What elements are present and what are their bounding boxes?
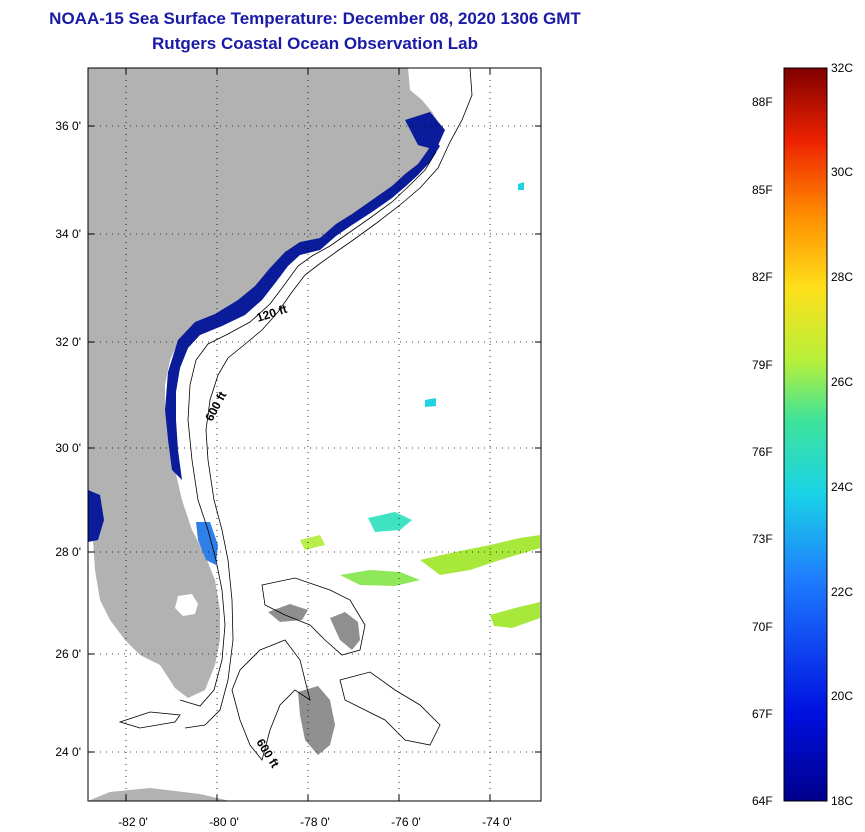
cb-f-82: 82F bbox=[752, 270, 773, 284]
contour-keys bbox=[118, 711, 181, 729]
cb-c-24: 24C bbox=[831, 480, 854, 494]
cb-f-76: 76F bbox=[752, 445, 773, 459]
cb-f-64: 64F bbox=[752, 794, 773, 808]
lat-label-24: 24 0' bbox=[55, 745, 81, 759]
cb-c-28: 28C bbox=[831, 270, 854, 284]
lon-label-82: -82 0' bbox=[118, 815, 148, 829]
sst-warm-patch-5 bbox=[300, 535, 325, 550]
land-bahamas-abaco bbox=[330, 612, 360, 650]
land-mainland bbox=[88, 68, 440, 698]
sst-speck-1 bbox=[425, 398, 436, 407]
contour-600ft-north bbox=[184, 68, 473, 729]
sst-cold-coastal-band bbox=[165, 140, 440, 480]
lon-label-78: -78 0' bbox=[300, 815, 330, 829]
cb-c-30: 30C bbox=[831, 165, 854, 179]
cb-c-32: 32C bbox=[831, 61, 854, 75]
lat-label-32: 32 0' bbox=[55, 335, 81, 349]
sst-warm-patch-4 bbox=[490, 602, 540, 628]
contour-exumas bbox=[339, 671, 441, 746]
land-bahamas-gbi bbox=[268, 604, 308, 622]
map-subtitle: Rutgers Coastal Ocean Observation Lab bbox=[152, 34, 478, 53]
cb-c-22: 22C bbox=[831, 585, 854, 599]
land-bahamas-andros bbox=[298, 686, 335, 755]
sst-warm-patch-1 bbox=[368, 512, 412, 532]
contour-bahamas-banks bbox=[261, 577, 366, 656]
cb-f-85: 85F bbox=[752, 183, 773, 197]
map-frame bbox=[87, 67, 542, 802]
lake-okeechobee bbox=[175, 594, 198, 616]
lon-label-80: -80 0' bbox=[209, 815, 239, 829]
lat-label-34: 34 0' bbox=[55, 227, 81, 241]
sst-cool-florida-coast bbox=[196, 522, 218, 565]
lon-label-74: -74 0' bbox=[482, 815, 512, 829]
lat-label-30: 30 0' bbox=[55, 441, 81, 455]
cb-f-79: 79F bbox=[752, 358, 773, 372]
sst-speck-2 bbox=[518, 182, 524, 190]
contour-600ft-bahamas bbox=[231, 639, 311, 761]
colorbar bbox=[783, 67, 828, 802]
sst-warm-patch-2 bbox=[420, 535, 540, 575]
grid-lines bbox=[88, 68, 541, 801]
map-title: NOAA-15 Sea Surface Temperature: Decembe… bbox=[49, 9, 581, 28]
sst-cold-inlet-north bbox=[405, 112, 445, 150]
lat-label-26: 26 0' bbox=[55, 647, 81, 661]
cb-f-73: 73F bbox=[752, 532, 773, 546]
sst-warm-patch-3 bbox=[340, 570, 420, 586]
axis-ticks bbox=[88, 68, 541, 801]
contour-120ft bbox=[179, 151, 437, 707]
cb-c-20: 20C bbox=[831, 689, 854, 703]
cb-f-67: 67F bbox=[752, 707, 773, 721]
lon-label-76: -76 0' bbox=[391, 815, 421, 829]
sst-cold-gulf-coast bbox=[88, 490, 104, 542]
cb-f-70: 70F bbox=[752, 620, 773, 634]
lat-label-28: 28 0' bbox=[55, 545, 81, 559]
cb-c-18: 18C bbox=[831, 794, 854, 808]
land-cuba bbox=[88, 788, 230, 801]
cb-f-88: 88F bbox=[752, 95, 773, 109]
cb-c-26: 26C bbox=[831, 375, 854, 389]
lat-label-36: 36 0' bbox=[55, 119, 81, 133]
